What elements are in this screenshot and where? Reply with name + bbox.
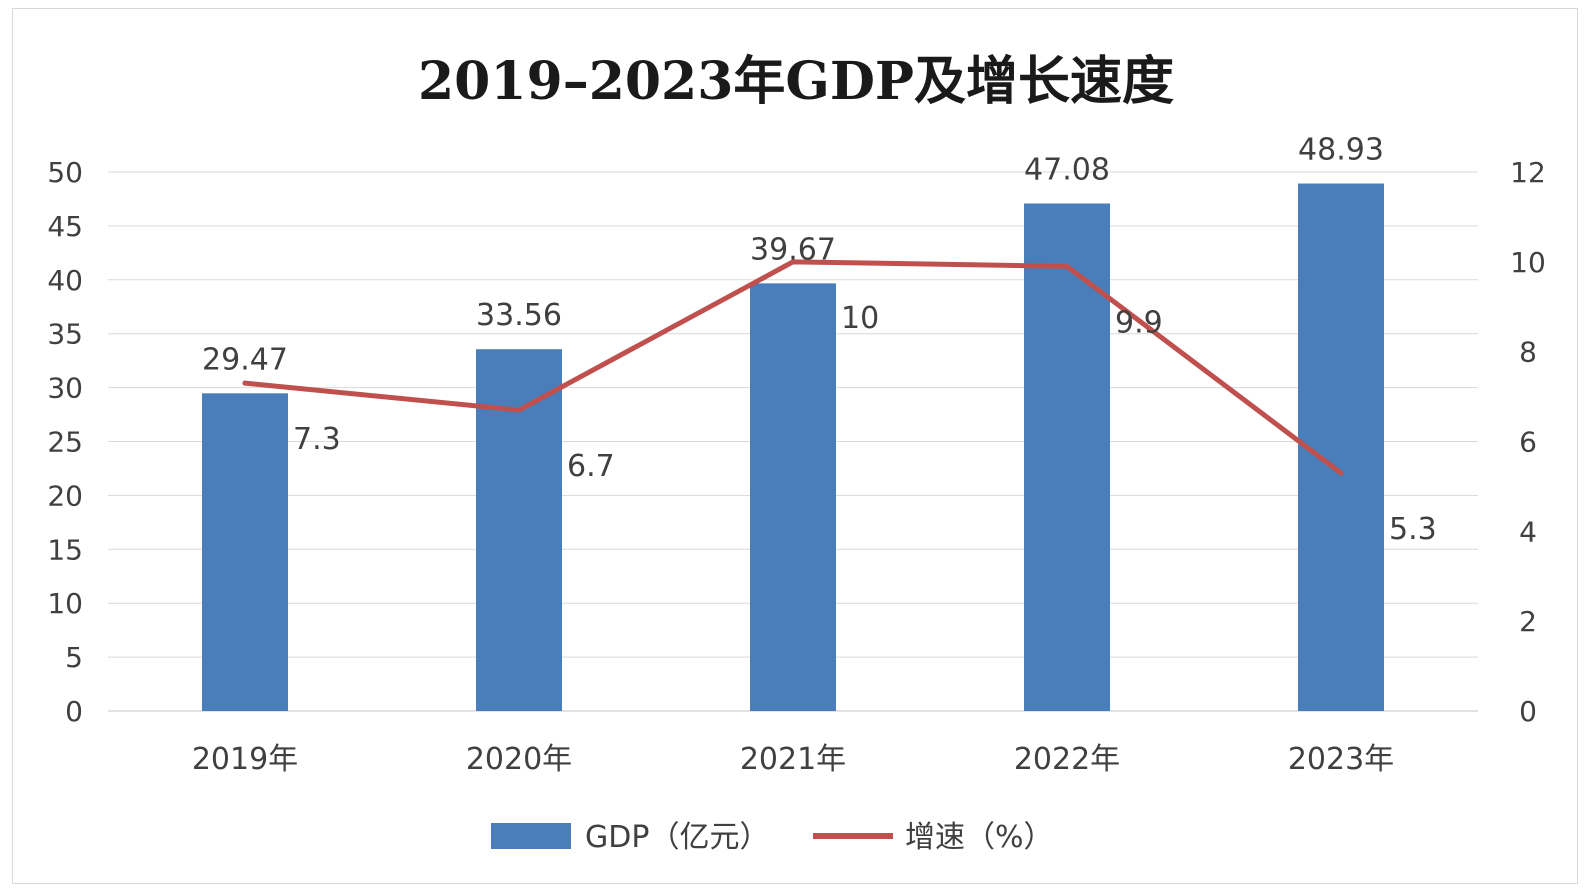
left-axis-tick-label: 50 bbox=[47, 156, 83, 189]
gdp-bar-label: 33.56 bbox=[476, 298, 562, 333]
right-axis-tick-label: 12 bbox=[1510, 156, 1546, 189]
left-axis-tick-label: 35 bbox=[47, 318, 83, 351]
gdp-bar bbox=[476, 349, 562, 711]
legend: GDP（亿元） 增速（%） bbox=[491, 820, 1054, 855]
growth-point bbox=[516, 407, 522, 413]
gdp-bar-label: 29.47 bbox=[202, 342, 288, 377]
right-axis-tick-label: 10 bbox=[1510, 246, 1546, 279]
right-axis-tick-label: 6 bbox=[1519, 426, 1537, 459]
gdp-bar bbox=[1024, 203, 1110, 711]
left-axis-tick-label: 10 bbox=[47, 587, 83, 620]
gdp-bar bbox=[1298, 183, 1384, 711]
growth-point bbox=[790, 259, 796, 265]
growth-label: 7.3 bbox=[293, 422, 341, 457]
growth-label: 10 bbox=[841, 301, 879, 336]
left-axis-tick-label: 20 bbox=[47, 479, 83, 512]
combo-chart: 2019–2023年GDP及增长速度 29.47 33.56 39.67 47.08 4… bbox=[47, 51, 1546, 855]
left-axis-tick-label: 5 bbox=[65, 641, 83, 674]
x-axis-tick-label: 2019年 bbox=[192, 742, 298, 777]
chart-frame: 2019–2023年GDP及增长速度 29.47 33.56 39.67 47.08 4… bbox=[12, 8, 1578, 884]
gdp-bar bbox=[750, 283, 836, 711]
left-axis: 0 5 10 15 20 25 30 35 40 45 50 bbox=[47, 156, 83, 728]
left-axis-tick-label: 0 bbox=[65, 695, 83, 728]
chart-title: 2019–2023年GDP及增长速度 bbox=[418, 51, 1174, 112]
growth-label: 5.3 bbox=[1389, 512, 1437, 547]
left-axis-tick-label: 45 bbox=[47, 210, 83, 243]
x-axis-tick-label: 2022年 bbox=[1014, 742, 1120, 777]
growth-label: 9.9 bbox=[1115, 305, 1163, 340]
right-axis-tick-label: 2 bbox=[1519, 605, 1537, 638]
right-axis-tick-label: 8 bbox=[1519, 336, 1537, 369]
right-axis-tick-label: 0 bbox=[1519, 695, 1537, 728]
gdp-bar bbox=[202, 393, 288, 711]
legend-bar-label: GDP（亿元） bbox=[585, 820, 769, 855]
left-axis-tick-label: 15 bbox=[47, 533, 83, 566]
growth-point bbox=[242, 380, 248, 386]
x-axis-tick-label: 2020年 bbox=[466, 742, 572, 777]
left-axis-tick-label: 30 bbox=[47, 372, 83, 405]
x-axis: 2019年 2020年 2021年 2022年 2023年 bbox=[192, 742, 1394, 777]
legend-bar-swatch bbox=[491, 823, 571, 849]
line-series bbox=[242, 259, 1344, 476]
bar-series bbox=[202, 183, 1384, 711]
gdp-bar-label: 39.67 bbox=[750, 232, 836, 267]
legend-line-label: 增速（%） bbox=[905, 820, 1054, 855]
gdp-bar-label: 48.93 bbox=[1298, 133, 1384, 168]
x-axis-tick-label: 2021年 bbox=[740, 742, 846, 777]
growth-point bbox=[1064, 263, 1070, 269]
left-axis-tick-label: 40 bbox=[47, 264, 83, 297]
right-axis-tick-label: 4 bbox=[1519, 515, 1537, 548]
data-labels: 29.47 33.56 39.67 47.08 48.93 7.3 6.7 10 9.9 5.3 bbox=[202, 133, 1437, 547]
right-axis: 0 2 4 6 8 10 12 bbox=[1510, 156, 1546, 728]
gdp-bar-label: 47.08 bbox=[1024, 152, 1110, 187]
growth-point bbox=[1338, 470, 1344, 476]
growth-label: 6.7 bbox=[567, 449, 615, 484]
x-axis-tick-label: 2023年 bbox=[1288, 742, 1394, 777]
left-axis-tick-label: 25 bbox=[47, 426, 83, 459]
